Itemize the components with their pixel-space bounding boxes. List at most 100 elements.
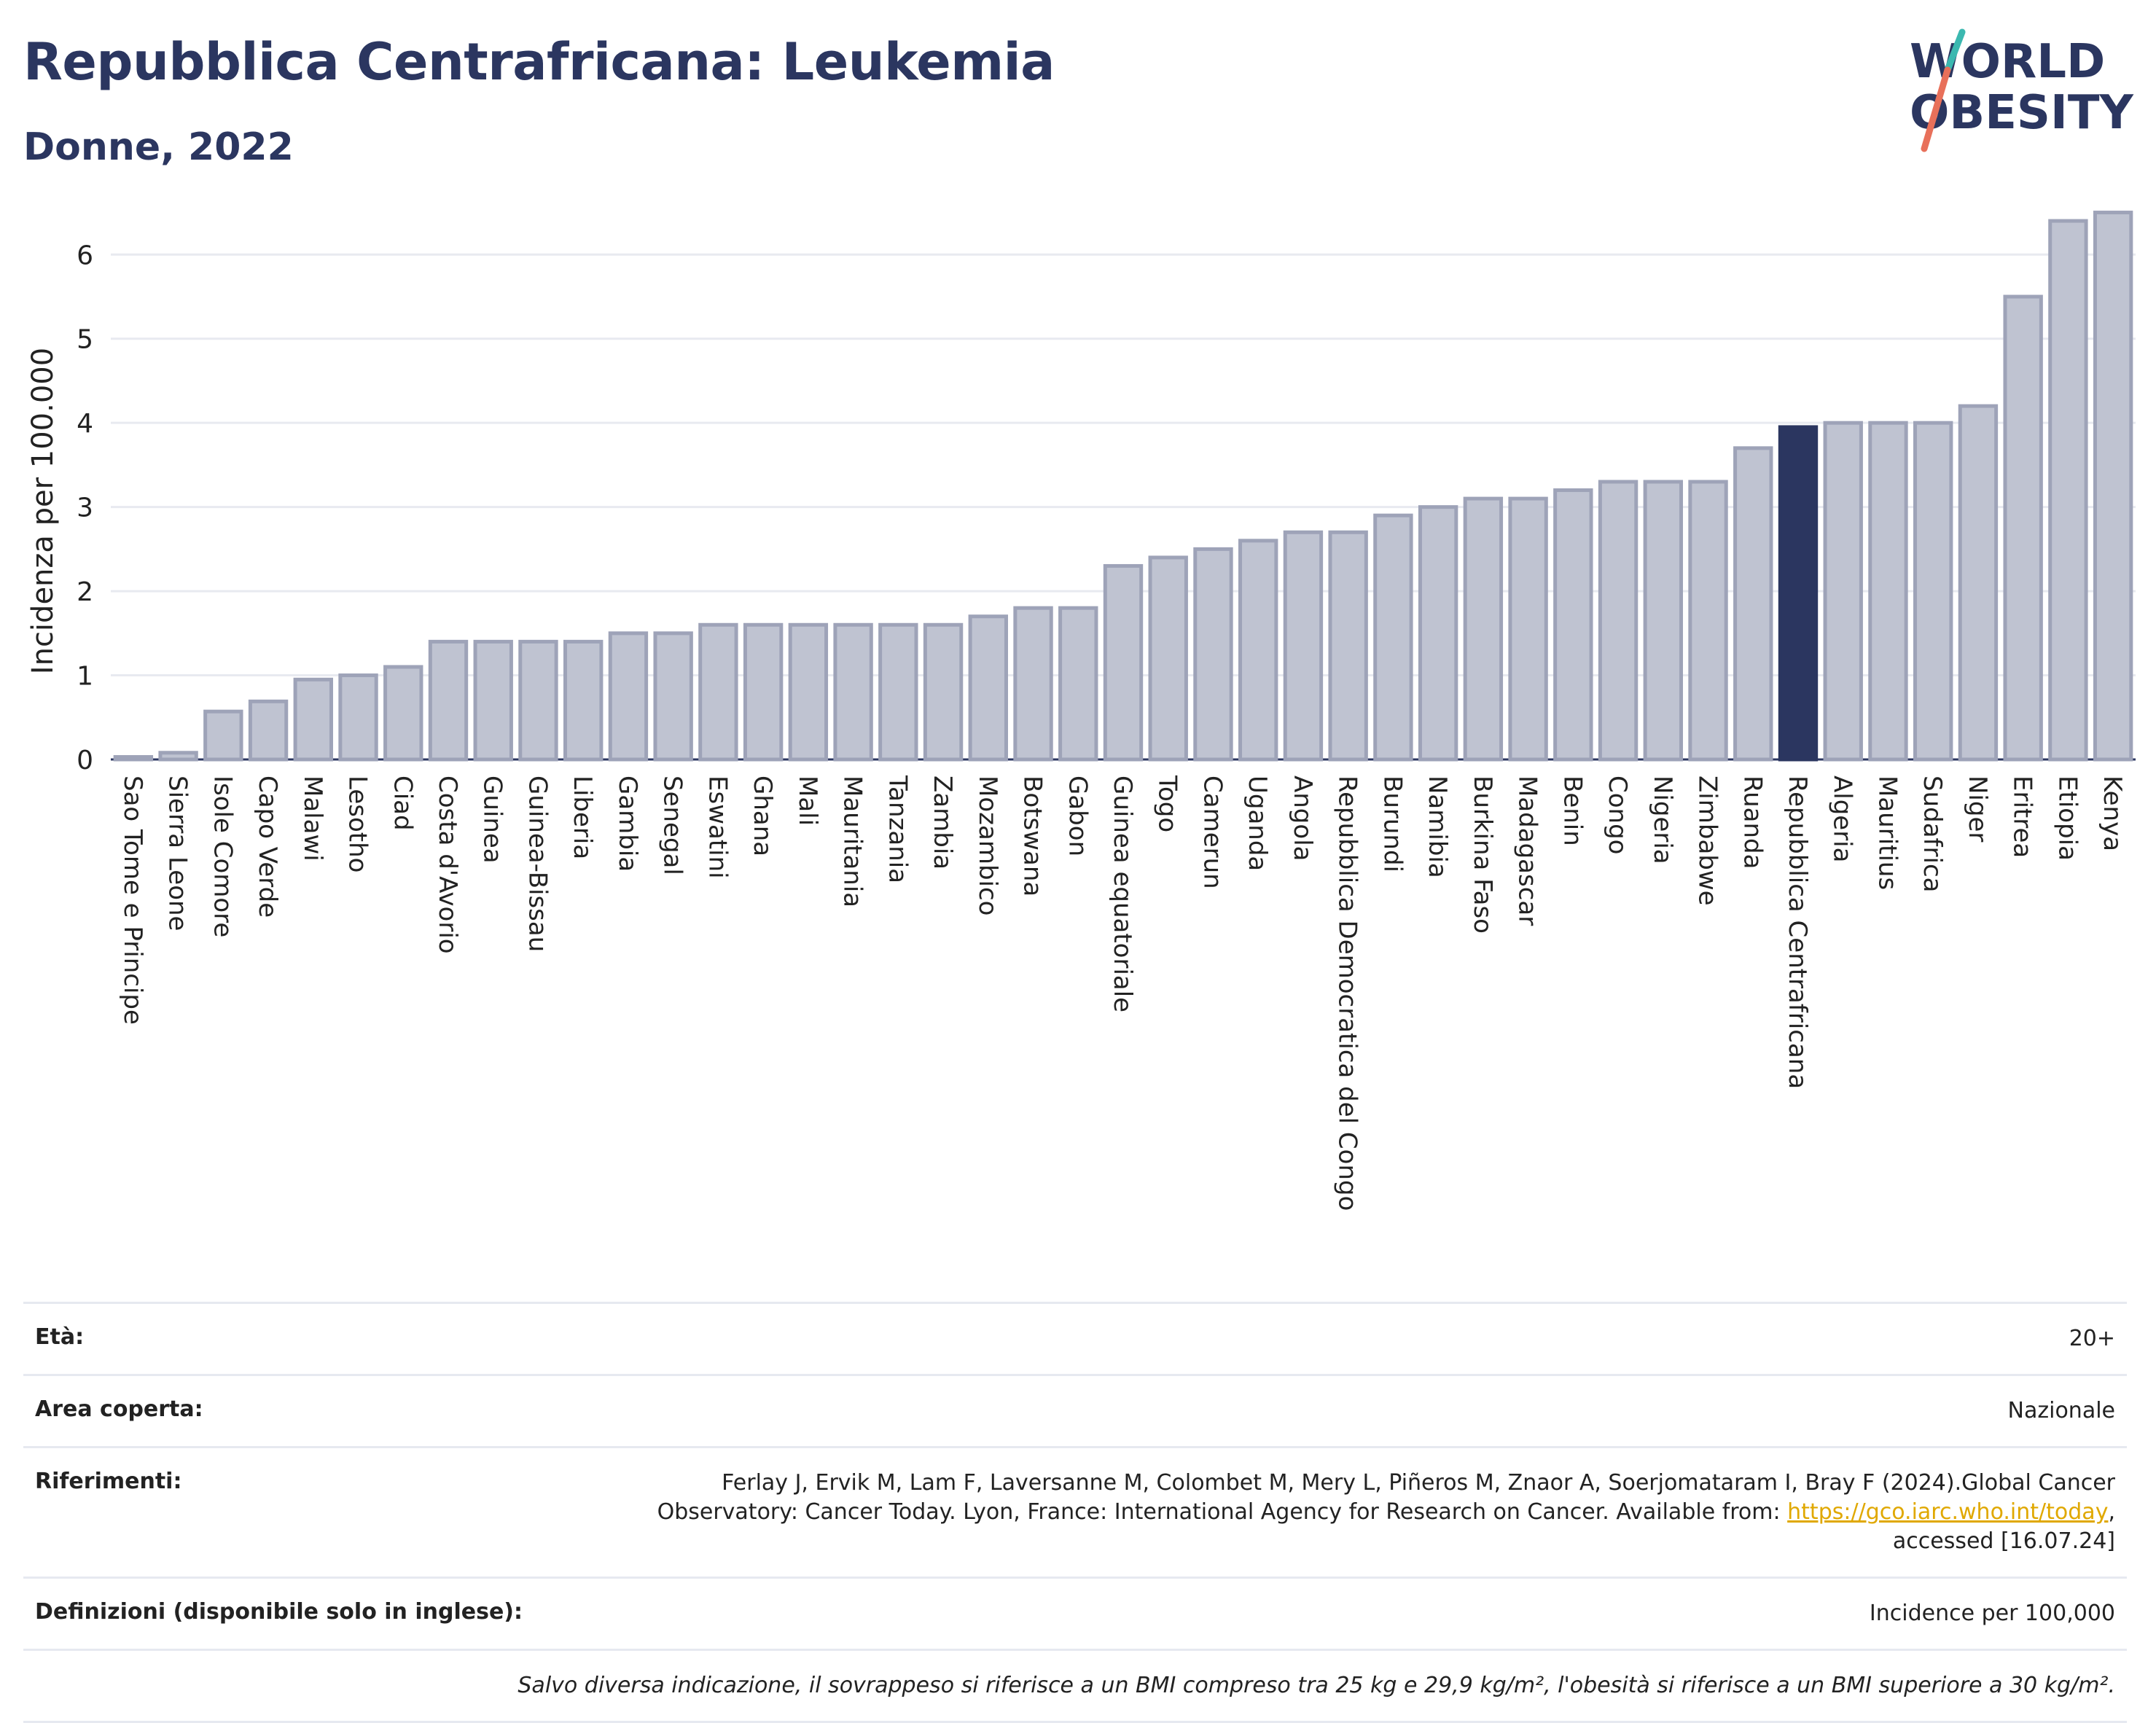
- x-tick-label: Botswana: [1018, 775, 1047, 896]
- logo-slash-teal: [1944, 28, 1966, 74]
- bar-uganda: [1238, 539, 1278, 762]
- bar-mauritius: [1868, 421, 1908, 762]
- x-tick-label: Eswatini: [703, 775, 732, 879]
- bar-burkina-faso: [1463, 496, 1504, 762]
- x-tick-label: Guinea-Bissau: [523, 775, 552, 952]
- info-table: Età: 20+ Area coperta: Nazionale Riferim…: [23, 1302, 2127, 1723]
- logo-line2: OBESITY: [1910, 86, 2133, 140]
- x-tick-label: Madagascar: [1513, 775, 1542, 926]
- y-axis-label: Incidenza per 100.000: [26, 348, 60, 674]
- area-label: Area coperta:: [35, 1396, 203, 1422]
- logo-slash-coral: [1921, 66, 1951, 152]
- bar-angola: [1283, 530, 1324, 762]
- x-tick-label: Costa d'Avorio: [433, 775, 462, 954]
- x-tick-label: Repubblica Democratica del Congo: [1333, 775, 1362, 1211]
- bar-senegal: [653, 631, 693, 762]
- bar-mali: [788, 622, 829, 762]
- bar-guinea: [473, 639, 513, 762]
- bar-togo: [1148, 555, 1188, 762]
- bar-gambia: [608, 631, 649, 762]
- bar-chart: 0 1 2 3 4 5 6 Sao Tome e Principe Sierra Leone I…: [26, 211, 2136, 1211]
- bar-sao-tome-e-principe: [113, 755, 154, 762]
- x-tick-label: Etiopia: [2053, 775, 2082, 861]
- bar-nigeria: [1643, 480, 1683, 762]
- x-tick-label: Ruanda: [1738, 775, 1767, 869]
- bar-congo: [1598, 480, 1639, 762]
- x-tick-label: Repubblica Centrafricana: [1783, 775, 1812, 1089]
- y-tick-label: 0: [77, 746, 93, 775]
- y-tick-label: 2: [77, 577, 93, 607]
- y-tick-label: 4: [77, 409, 93, 439]
- bar-liberia: [563, 639, 604, 762]
- bar-eswatini: [698, 622, 738, 762]
- y-tick-label: 1: [77, 662, 93, 692]
- world-obesity-logo: WORLD OBESITY: [1910, 28, 2133, 152]
- bar-isole-comore: [203, 709, 243, 762]
- x-tick-label: Burkina Faso: [1468, 775, 1497, 934]
- bar-mauritania: [833, 622, 873, 762]
- x-tick-label: Angola: [1288, 775, 1317, 861]
- bar-mozambico: [968, 614, 1008, 762]
- references-line2: Observatory: Cancer Today. Lyon, France:…: [657, 1499, 1788, 1525]
- bar-niger: [1958, 404, 1999, 762]
- references-link[interactable]: https://gco.iarc.who.int/today: [1787, 1499, 2109, 1525]
- x-tick-label: Nigeria: [1648, 775, 1677, 864]
- x-tick-label: Malawi: [298, 775, 327, 862]
- x-tick-label: Sudafrica: [1918, 775, 1947, 892]
- page-title: Repubblica Centrafricana: Leukemia: [23, 32, 1055, 92]
- bar-repubblica-centrafricana: [1778, 425, 1819, 762]
- bar-guinea-bissau: [518, 639, 558, 762]
- bar-benin: [1553, 488, 1593, 762]
- bar-guinea-equatoriale: [1103, 563, 1144, 762]
- y-tick-label: 3: [77, 493, 93, 523]
- bar-camerun: [1193, 547, 1233, 762]
- age-label: Età:: [35, 1324, 85, 1350]
- bar-lesotho: [338, 673, 378, 762]
- x-tick-label: Ghana: [748, 775, 777, 856]
- references-line1: Ferlay J, Ervik M, Lam F, Laversanne M, …: [722, 1470, 2115, 1496]
- bar-namibia: [1418, 505, 1458, 762]
- bar-sierra-leone: [158, 751, 198, 762]
- x-tick-label: Sao Tome e Principe: [118, 775, 147, 1025]
- bar-costa-d-avorio: [428, 639, 469, 762]
- bar-algeria: [1823, 421, 1863, 762]
- bar-ghana: [743, 622, 784, 762]
- x-tick-label: Zambia: [928, 775, 957, 870]
- x-tick-label: Capo Verde: [253, 775, 282, 918]
- bar-madagascar: [1508, 496, 1548, 762]
- definitions-value: Incidence per 100,000: [1869, 1601, 2115, 1626]
- x-tick-label: Mozambico: [973, 775, 1002, 915]
- bars: [113, 211, 2133, 762]
- references-line2-end: ,: [2108, 1499, 2115, 1525]
- x-tick-label: Lesotho: [343, 775, 372, 872]
- bar-eritrea: [2003, 294, 2043, 762]
- y-tick-label: 5: [77, 325, 93, 355]
- x-tick-label: Tanzania: [883, 775, 912, 883]
- x-tick-label: Isole Comore: [208, 775, 237, 937]
- age-value: 20+: [2069, 1326, 2115, 1351]
- x-tick-label: Gabon: [1063, 775, 1092, 856]
- x-tick-label: Congo: [1603, 775, 1632, 854]
- x-tick-label: Sierra Leone: [163, 775, 192, 931]
- bar-gabon: [1058, 606, 1098, 762]
- y-axis-ticks: 0 1 2 3 4 5 6: [77, 241, 93, 775]
- x-tick-label: Camerun: [1198, 775, 1227, 889]
- x-tick-label: Ciad: [388, 775, 417, 831]
- page-subtitle: Donne, 2022: [23, 125, 294, 169]
- area-value: Nazionale: [2007, 1398, 2115, 1423]
- x-axis-ticks: Sao Tome e Principe Sierra Leone Isole Com…: [118, 775, 2127, 1211]
- x-tick-label: Niger: [1963, 775, 1992, 842]
- bar-repubblica-democratica-del-congo: [1328, 530, 1368, 762]
- x-tick-label: Uganda: [1243, 775, 1272, 871]
- x-tick-label: Gambia: [613, 775, 642, 872]
- y-tick-label: 6: [77, 241, 93, 270]
- bar-sudafrica: [1913, 421, 1953, 762]
- x-tick-label: Kenya: [2098, 775, 2127, 851]
- bar-malawi: [293, 677, 333, 762]
- bar-zimbabwe: [1688, 480, 1728, 762]
- bar-ciad: [383, 665, 423, 762]
- x-tick-label: Zimbabwe: [1693, 775, 1722, 906]
- x-tick-label: Benin: [1558, 775, 1587, 846]
- x-tick-label: Burundi: [1378, 775, 1407, 872]
- x-tick-label: Togo: [1153, 775, 1182, 832]
